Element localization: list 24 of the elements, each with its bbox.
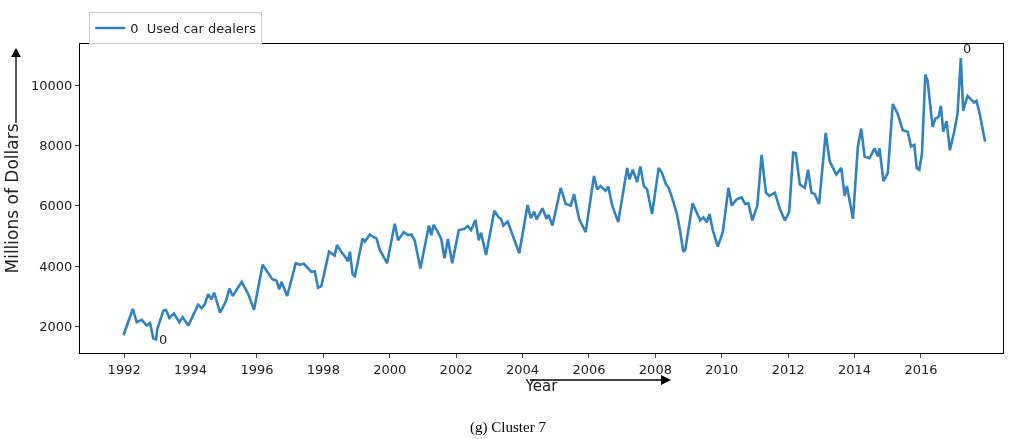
x-tick-label: 2012 [771,361,805,377]
legend-label: 0 Used car dealers [130,21,257,37]
x-tick-label: 2000 [373,361,407,377]
y-axis-title: Millions of Dollars [1,123,22,274]
x-tick-label: 1994 [174,361,208,377]
x-tick-label: 1992 [107,361,141,377]
annotation: 0 [963,41,972,56]
x-tick-label: 2004 [506,361,540,377]
x-tick-label: 1996 [240,361,274,377]
x-tick-label: 2016 [904,361,938,377]
y-tick-label: 10000 [31,77,73,93]
annotation: 0 [159,332,168,347]
x-tick-label: 1998 [306,361,340,377]
x-tick-label: 2010 [705,361,739,377]
text: (g) Cluster 7 [470,419,547,437]
y-tick-label: 2000 [39,319,73,335]
x-tick-label: 2014 [838,361,872,377]
y-tick-label: 8000 [39,138,73,154]
x-axis-title: Year [524,376,559,395]
x-tick-label: 2002 [439,361,473,377]
y-tick-label: 4000 [39,258,73,274]
y-tick-label: 6000 [39,198,73,214]
x-tick-label: 2008 [638,361,672,377]
x-tick-label: 2006 [572,361,606,377]
